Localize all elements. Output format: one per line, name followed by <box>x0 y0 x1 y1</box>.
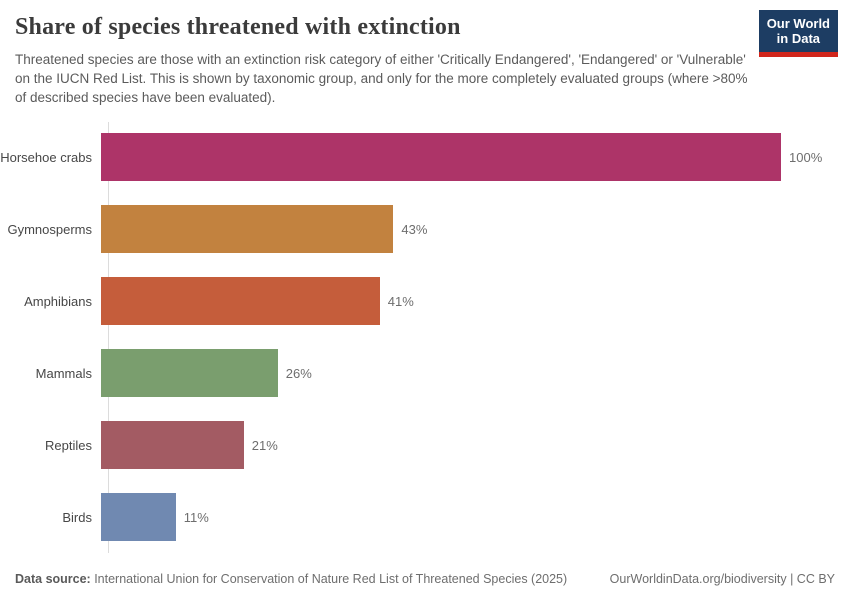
bar-row-mammals: Mammals 26% <box>0 349 850 397</box>
value-label: 26% <box>285 365 312 381</box>
bar-horsehoe-crabs[interactable] <box>101 133 781 181</box>
value-label: 100% <box>789 149 823 165</box>
category-label: Gymnosperms <box>7 221 92 237</box>
bar-reptiles[interactable] <box>101 421 244 469</box>
owid-logo-line2: in Data <box>776 31 821 47</box>
owid-logo-line1: Our World <box>766 16 830 31</box>
chart-subtitle: Threatened species are those with an ext… <box>15 52 748 106</box>
bar-mammals[interactable] <box>101 349 278 397</box>
category-label: Amphibians <box>24 293 92 309</box>
category-label: Birds <box>62 509 92 525</box>
data-source-label: Data source: <box>15 572 91 586</box>
bar-area: 100% <box>101 133 822 181</box>
chart-header: Share of species threatened with extinct… <box>15 14 835 107</box>
bar-area: 26% <box>101 349 312 397</box>
bar-area: 43% <box>101 205 427 253</box>
bar-gymnosperms[interactable] <box>101 205 394 253</box>
bar-rows: Horsehoe crabs 100% Gymnosperms 43% Amph… <box>0 133 850 565</box>
bar-area: 21% <box>101 421 278 469</box>
value-label: 11% <box>183 509 209 525</box>
data-source-text: International Union for Conservation of … <box>90 572 568 586</box>
value-label: 21% <box>251 437 278 453</box>
chart-footer: Data source: International Union for Con… <box>15 572 835 586</box>
value-label: 43% <box>401 221 428 237</box>
category-label: Mammals <box>35 365 92 381</box>
data-source-note: Data source: International Union for Con… <box>15 572 567 586</box>
category-label: Reptiles <box>45 437 92 453</box>
value-label: 41% <box>387 293 414 309</box>
bar-row-amphibians: Amphibians 41% <box>0 277 850 325</box>
bar-row-reptiles: Reptiles 21% <box>0 421 850 469</box>
bar-area: 41% <box>101 277 414 325</box>
bar-row-gymnosperms: Gymnosperms 43% <box>0 205 850 253</box>
bar-amphibians[interactable] <box>101 277 380 325</box>
bar-row-birds: Birds 11% <box>0 493 850 541</box>
y-axis-line <box>108 122 109 553</box>
site-attribution[interactable]: OurWorldinData.org/biodiversity | CC BY <box>609 572 835 586</box>
owid-logo[interactable]: Our World in Data <box>758 10 838 57</box>
bar-birds[interactable] <box>101 493 176 541</box>
bar-row-horsehoe-crabs: Horsehoe crabs 100% <box>0 133 850 181</box>
bar-area: 11% <box>101 493 209 541</box>
category-label: Horsehoe crabs <box>0 149 92 165</box>
chart-title: Share of species threatened with extinct… <box>15 14 461 40</box>
